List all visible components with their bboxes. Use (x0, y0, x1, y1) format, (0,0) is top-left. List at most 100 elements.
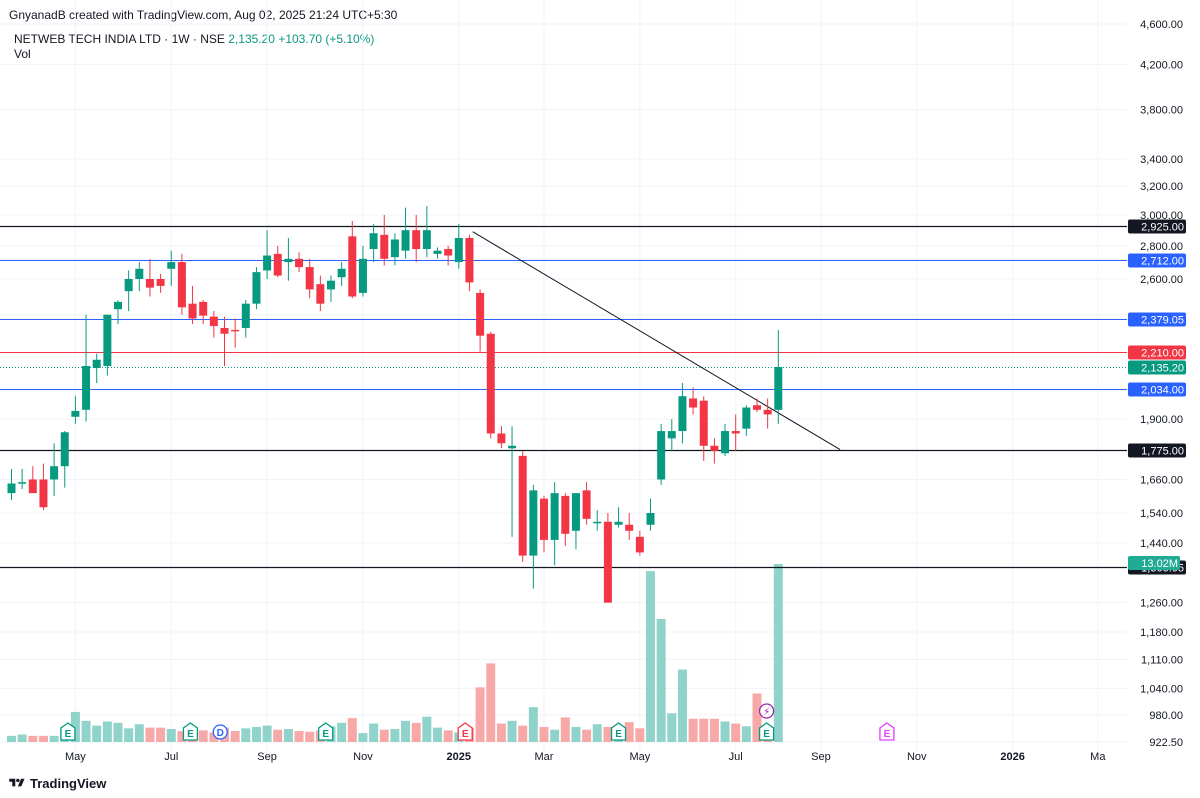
dividend-marker[interactable] (212, 724, 228, 740)
candle-body (550, 493, 559, 540)
candle-body (103, 314, 112, 366)
candle-body (209, 316, 218, 327)
candle-body (145, 278, 154, 288)
price-axis[interactable]: 2,925.00 2,712.00 2,379.05 2,210.00 2,034.00… (1128, 19, 1186, 749)
earnings-marker[interactable] (610, 722, 627, 741)
volume-bar (752, 693, 762, 742)
horizontal-levels[interactable] (0, 225, 1127, 569)
price-tick-label: 3,800.00 (1140, 104, 1183, 116)
split-marker[interactable] (758, 703, 775, 719)
volume-bar (369, 723, 379, 742)
volume-bar (102, 721, 112, 742)
candle-body (273, 253, 282, 276)
time-tick-label: Nov (907, 751, 927, 763)
level-price-label: 2,379.05 (1141, 315, 1184, 327)
candle-body (401, 230, 410, 251)
time-axis[interactable]: May Jul Sep Nov 2025 Mar May Jul Sep Nov 2026 Ma (65, 751, 1106, 763)
level-price-label: 2,712.00 (1141, 256, 1184, 268)
volume-bar (198, 730, 208, 742)
volume-bar (773, 564, 783, 742)
level-price-tag[interactable] (1128, 253, 1186, 268)
candle-body (508, 445, 517, 449)
candle-body (454, 237, 463, 263)
volume-bar (550, 729, 560, 742)
candle-body (124, 278, 133, 292)
candle-body (380, 234, 389, 259)
trendline[interactable] (472, 231, 841, 450)
volume-value-tag[interactable] (1128, 556, 1180, 570)
candle-body (721, 431, 730, 454)
earnings-marker-label: E (187, 729, 194, 740)
volume-bar (592, 724, 602, 742)
candle-body (188, 303, 197, 319)
level-price-tag[interactable] (1128, 219, 1186, 234)
volume-legend[interactable]: Vol (14, 47, 31, 61)
candle-body (667, 431, 676, 439)
volume-bar (699, 718, 709, 742)
tradingview-brand[interactable]: TradingView (9, 774, 106, 792)
candle-body (369, 233, 378, 250)
last-price-tag[interactable] (1128, 360, 1186, 375)
grid (0, 0, 1127, 752)
earnings-marker[interactable] (60, 722, 76, 741)
level-price-tag[interactable] (1128, 312, 1186, 327)
tradingview-logo-icon (9, 778, 25, 787)
price-tick-label: 1,260.00 (1140, 598, 1183, 610)
earnings-marker[interactable] (879, 722, 895, 741)
earnings-marker[interactable] (457, 722, 473, 741)
volume-bar (251, 726, 261, 742)
level-price-tag[interactable] (1128, 443, 1186, 458)
candle-body (135, 268, 144, 279)
volume-bar (283, 729, 293, 742)
candle-body (82, 365, 91, 410)
candle-body (689, 398, 698, 408)
volume-bar (667, 713, 677, 742)
brand-name: TradingView (30, 775, 107, 791)
volume-bar (177, 731, 187, 742)
candle-body (614, 521, 623, 525)
candle-body (28, 479, 37, 494)
symbol-legend[interactable]: NETWEB TECH INDIA LTD · 1W · NSE 2,135.2… (14, 32, 374, 46)
volume-bar (166, 729, 176, 742)
price-tick-label: 1,440.00 (1140, 538, 1183, 550)
price-tick-label: 4,200.00 (1140, 60, 1183, 72)
price-tick-label: 1,900.00 (1140, 414, 1183, 426)
level-price-tag[interactable] (1128, 382, 1186, 397)
volume-bar (7, 735, 16, 742)
price-tick-label: 2,800.00 (1140, 241, 1183, 253)
volume-bar (294, 731, 304, 742)
earnings-marker[interactable] (318, 722, 334, 741)
level-price-label: 2,210.00 (1141, 348, 1184, 360)
price-tick-label: 980.00 (1149, 710, 1183, 722)
volume-bar (230, 731, 240, 742)
candle-body (71, 410, 80, 417)
event-markers[interactable]: E E D E E E E ⚡ E (60, 703, 895, 741)
price-tick-label: 3,200.00 (1140, 181, 1183, 193)
candle-body (444, 249, 453, 256)
price-tick-label: 922.50 (1149, 737, 1183, 749)
price-tick-label: 3,000.00 (1140, 210, 1183, 222)
earnings-marker-label: E (615, 729, 622, 740)
candle-body (199, 301, 208, 316)
volume-bar (635, 728, 645, 742)
last-price-label: 2,135.20 (1141, 363, 1184, 375)
price-tick-label: 3,400.00 (1140, 154, 1183, 166)
volume-bar (124, 728, 134, 742)
volume-bar (582, 729, 592, 742)
volume-bar (571, 726, 581, 742)
trendline-group[interactable] (472, 231, 841, 450)
volume-bar (390, 729, 400, 742)
volume-bar (646, 571, 655, 742)
volume-bar (411, 722, 421, 742)
level-price-tag[interactable] (1128, 345, 1186, 360)
volume-value-label: 13.02M (1141, 558, 1178, 570)
candle-body (476, 292, 485, 336)
earnings-marker[interactable] (758, 722, 775, 741)
earnings-marker[interactable] (182, 722, 199, 741)
candle-body (167, 262, 176, 269)
level-price-label: 2,034.00 (1141, 385, 1184, 397)
candle-body (412, 230, 421, 250)
candle-body (305, 267, 314, 290)
candle-body (18, 482, 27, 484)
